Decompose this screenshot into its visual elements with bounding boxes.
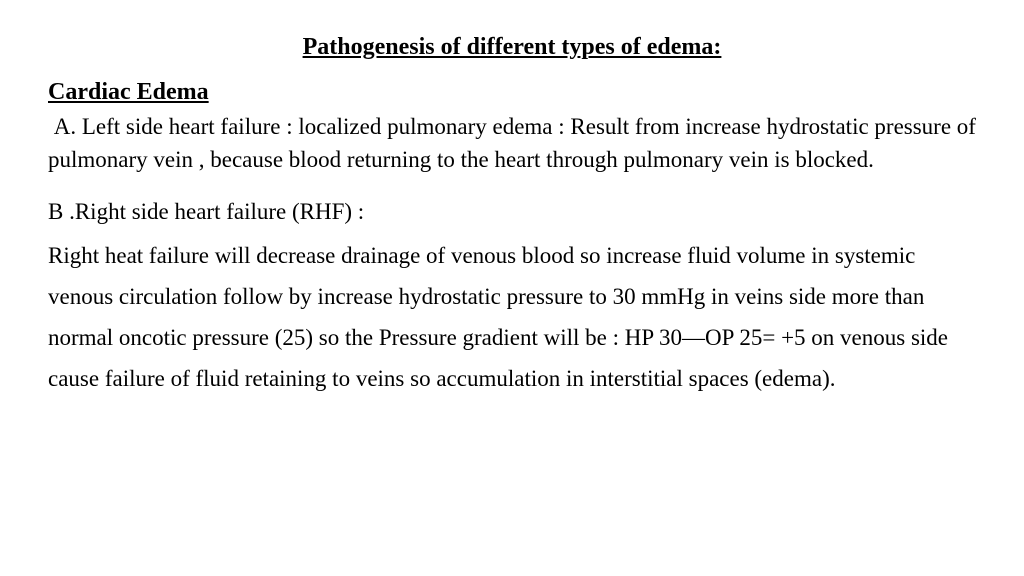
body-paragraph-a: A. Left side heart failure : localized p… (48, 110, 976, 177)
body-paragraph-b: Right heat failure will decrease drainag… (48, 236, 976, 400)
page-title: Pathogenesis of different types of edema… (48, 34, 976, 61)
section-heading: Cardiac Edema (48, 79, 976, 106)
body-paragraph-b-leadin: B .Right side heart failure (RHF) : (48, 195, 976, 228)
document-page: Pathogenesis of different types of edema… (0, 0, 1024, 400)
